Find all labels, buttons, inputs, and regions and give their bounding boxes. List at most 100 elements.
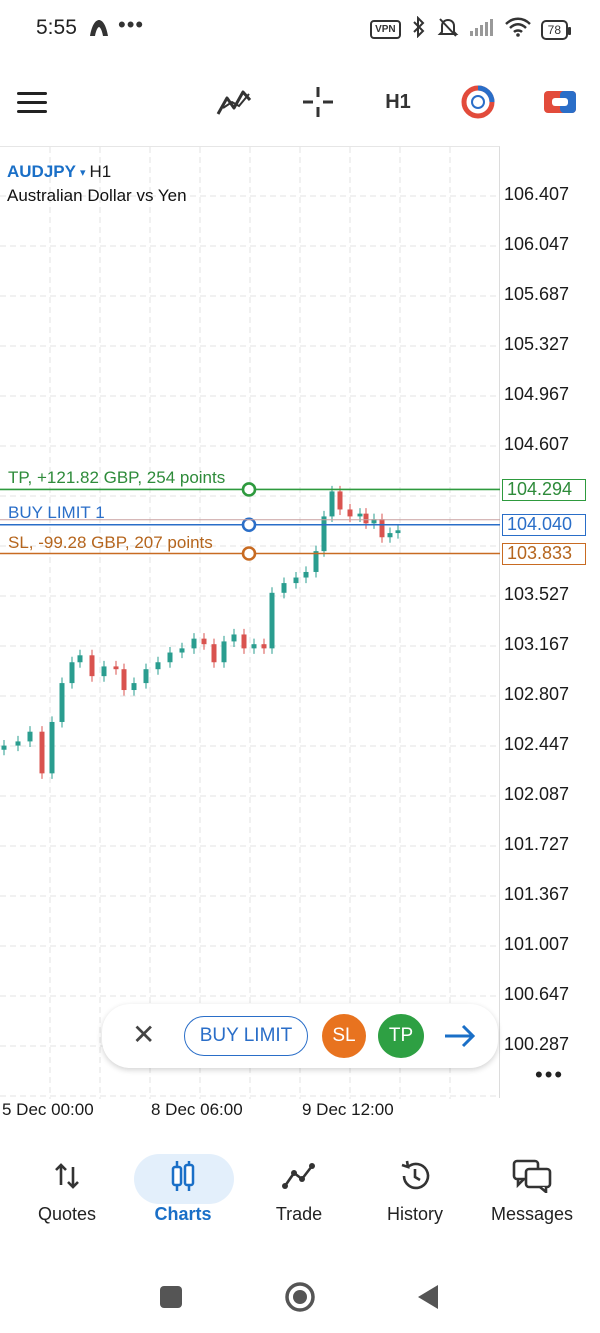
battery-icon: 78 bbox=[540, 19, 572, 40]
sl-line-label[interactable]: SL, -99.28 GBP, 207 points bbox=[8, 533, 213, 552]
price-axis-label: 100.647 bbox=[504, 984, 570, 1004]
price-axis-label: 103.527 bbox=[504, 584, 570, 604]
candle-body bbox=[15, 741, 21, 746]
sl-button[interactable]: SL bbox=[322, 1014, 366, 1058]
system-navigation bbox=[0, 1270, 600, 1320]
price-axis-label: 102.807 bbox=[504, 684, 570, 704]
candle-body bbox=[77, 655, 83, 663]
chart-timeframe: H1 bbox=[89, 162, 112, 181]
nav-quotes-label: Quotes bbox=[37, 1204, 97, 1224]
candle-body bbox=[241, 634, 247, 649]
price-axis-label: 101.727 bbox=[504, 834, 570, 854]
candle-body bbox=[329, 491, 335, 517]
candle-body bbox=[113, 666, 119, 670]
candle-body bbox=[281, 583, 287, 593]
back-button[interactable] bbox=[416, 1283, 440, 1316]
candle-body bbox=[357, 513, 363, 517]
candle-body bbox=[321, 516, 327, 552]
candle-body bbox=[363, 513, 369, 524]
timeframe-label: H1 bbox=[385, 90, 411, 113]
price-axis-label: 100.287 bbox=[504, 1034, 570, 1054]
one-click-trading-icon bbox=[461, 85, 495, 119]
buy-limit-button[interactable]: BUY LIMIT bbox=[184, 1016, 308, 1056]
app-notification-icon bbox=[88, 18, 110, 43]
pending-order-panel: ✕ BUY LIMIT SL TP bbox=[102, 1004, 498, 1068]
one-click-trading-button[interactable] bbox=[458, 82, 498, 122]
tp-button[interactable]: TP bbox=[378, 1014, 424, 1058]
hamburger-icon bbox=[17, 89, 47, 116]
quotes-icon bbox=[52, 1148, 82, 1204]
chart-toolbar: H1 bbox=[0, 70, 600, 134]
time-axis-label: 8 Dec 06:00 bbox=[151, 1100, 243, 1119]
chart-symbol: AUDJPY bbox=[7, 162, 76, 181]
price-axis-label: 104.967 bbox=[504, 384, 570, 404]
price-axis-label: 105.327 bbox=[504, 334, 570, 354]
candle-body bbox=[293, 577, 299, 584]
candle-body bbox=[251, 644, 257, 649]
candle-body bbox=[395, 530, 401, 534]
sl-line-handle bbox=[241, 546, 257, 561]
candle-body bbox=[313, 551, 319, 572]
place-order-button[interactable] bbox=[442, 1018, 478, 1059]
tp-price-tag: 104.294 bbox=[502, 479, 586, 501]
nav-charts-label: Charts bbox=[154, 1204, 212, 1224]
candle-body bbox=[131, 683, 137, 691]
time-axis-label: 9 Dec 12:00 bbox=[302, 1100, 394, 1119]
buy-limit-line-label[interactable]: BUY LIMIT 1 bbox=[8, 503, 105, 522]
signal-icon bbox=[469, 17, 495, 42]
circle-icon bbox=[285, 1282, 315, 1312]
trade-icon bbox=[282, 1148, 316, 1204]
candle-body bbox=[1, 745, 7, 750]
nav-charts[interactable]: Charts bbox=[128, 1148, 238, 1238]
price-axis-label: 102.087 bbox=[504, 784, 570, 804]
sl-price-tag: 103.833 bbox=[502, 543, 586, 565]
timeframe-button[interactable]: H1 bbox=[376, 82, 420, 122]
charts-icon bbox=[168, 1148, 198, 1204]
candle-body bbox=[221, 641, 227, 663]
time-axis[interactable]: 5 Dec 00:00 8 Dec 06:00 9 Dec 12:00 bbox=[0, 1100, 500, 1124]
nav-trade[interactable]: Trade bbox=[244, 1148, 354, 1238]
nav-history-label: History bbox=[386, 1204, 443, 1224]
candle-body bbox=[379, 519, 385, 538]
cancel-order-button[interactable]: ✕ bbox=[132, 1019, 156, 1050]
crosshair-button[interactable] bbox=[296, 82, 340, 122]
messages-icon bbox=[512, 1148, 552, 1204]
price-axis[interactable]: 106.407 106.047 105.687 105.327 104.967 104.6… bbox=[504, 146, 600, 1098]
symbol-dropdown-icon: ▾ bbox=[79, 166, 86, 179]
price-axis-label: 102.447 bbox=[504, 734, 570, 754]
price-axis-label: 104.607 bbox=[504, 434, 570, 454]
square-icon bbox=[160, 1286, 182, 1308]
candle-body bbox=[69, 662, 75, 684]
nav-messages[interactable]: Messages bbox=[477, 1148, 587, 1238]
nav-quotes[interactable]: Quotes bbox=[12, 1148, 122, 1238]
chart-symbol-selector[interactable]: AUDJPY ▾ H1 bbox=[7, 162, 111, 182]
tp-line-label[interactable]: TP, +121.82 GBP, 254 points bbox=[8, 468, 226, 487]
candle-body bbox=[231, 634, 237, 642]
candle-body bbox=[269, 592, 275, 649]
candle-body bbox=[191, 638, 197, 649]
crosshair-icon bbox=[303, 87, 333, 117]
indicators-icon bbox=[216, 90, 252, 115]
price-chart[interactable] bbox=[0, 146, 500, 1099]
home-button[interactable] bbox=[284, 1281, 316, 1318]
trade-panel-button[interactable] bbox=[540, 82, 580, 122]
candle-body bbox=[201, 638, 207, 645]
wifi-icon bbox=[504, 17, 531, 42]
recent-apps-button[interactable] bbox=[159, 1285, 183, 1314]
more-options-icon[interactable]: ••• bbox=[535, 1062, 565, 1087]
buy-limit-line-handle bbox=[241, 517, 257, 533]
candle-body bbox=[59, 683, 65, 722]
menu-button[interactable] bbox=[14, 82, 50, 122]
price-axis-label: 101.367 bbox=[504, 884, 570, 904]
indicators-button[interactable] bbox=[212, 82, 256, 122]
candle-body bbox=[261, 644, 267, 649]
candle-body bbox=[49, 721, 55, 774]
candle-body bbox=[167, 652, 173, 663]
chart-canvas[interactable] bbox=[0, 147, 500, 1099]
bluetooth-icon bbox=[411, 15, 427, 43]
candle-body bbox=[89, 655, 95, 677]
candle-body bbox=[179, 648, 185, 653]
nav-history[interactable]: History bbox=[360, 1148, 470, 1238]
candle-body bbox=[211, 644, 217, 663]
price-axis-label: 105.687 bbox=[504, 284, 570, 304]
